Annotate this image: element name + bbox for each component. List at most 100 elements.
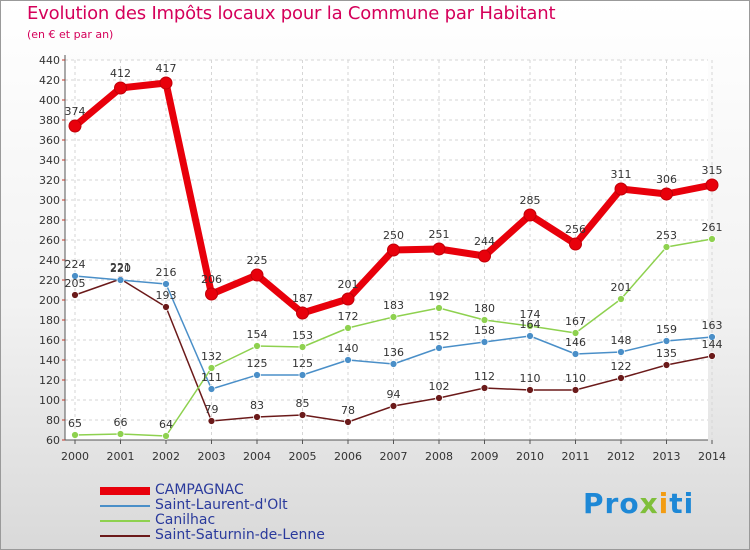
y-tick-label: 160 xyxy=(39,334,60,347)
y-tick-label: 380 xyxy=(39,114,60,127)
data-point xyxy=(389,313,398,321)
legend-label: Saint-Saturnin-de-Lenne xyxy=(155,527,325,543)
data-label: 253 xyxy=(656,229,677,242)
data-label: 112 xyxy=(474,370,495,383)
data-label: 64 xyxy=(159,418,173,431)
data-label: 153 xyxy=(292,329,313,342)
data-point xyxy=(71,272,79,280)
page-subtitle: (en € et par an) xyxy=(27,28,114,41)
data-point xyxy=(569,237,582,251)
legend-swatch-canilhac xyxy=(100,520,150,522)
data-point xyxy=(298,343,307,351)
data-label: 193 xyxy=(156,289,177,302)
data-label: 158 xyxy=(474,324,495,337)
data-point xyxy=(162,303,170,311)
data-label: 125 xyxy=(247,357,268,370)
data-point xyxy=(298,411,307,419)
data-label: 174 xyxy=(520,308,541,321)
y-tick-label: 220 xyxy=(39,274,60,287)
data-point xyxy=(344,324,352,332)
data-label: 140 xyxy=(338,342,359,355)
data-label: 167 xyxy=(565,315,586,328)
data-label: 132 xyxy=(201,350,222,363)
data-label: 66 xyxy=(114,416,128,429)
data-point xyxy=(116,430,125,438)
data-label: 94 xyxy=(387,388,401,401)
legend-swatch-saint-saturnin xyxy=(100,535,150,537)
data-label: 256 xyxy=(565,223,586,236)
data-point xyxy=(571,386,580,394)
data-point xyxy=(205,287,218,301)
y-tick-label: 100 xyxy=(39,394,60,407)
data-point xyxy=(523,208,537,222)
data-label: 244 xyxy=(474,235,495,248)
data-point xyxy=(387,243,400,257)
data-point xyxy=(617,348,625,356)
data-point xyxy=(708,352,716,360)
data-point xyxy=(571,350,580,358)
y-tick-label: 120 xyxy=(39,374,60,387)
data-label: 111 xyxy=(201,371,222,384)
data-point xyxy=(435,304,443,312)
x-tick-label: 2002 xyxy=(152,450,180,463)
data-point xyxy=(480,384,489,392)
data-point xyxy=(526,386,534,394)
x-tick-label: 2007 xyxy=(380,450,408,463)
data-point xyxy=(480,316,489,324)
y-tick-label: 440 xyxy=(39,54,60,67)
axes: 60 80 100 120 140 160 180 200 220 240 260 280 300 320… xyxy=(39,54,726,463)
x-tick-label: 2008 xyxy=(425,450,453,463)
data-point xyxy=(526,332,534,340)
data-label: 206 xyxy=(201,273,222,286)
y-tick-label: 80 xyxy=(46,414,60,427)
data-point xyxy=(435,394,443,402)
legend-swatch-campagnac xyxy=(100,487,150,495)
x-tick-label: 2006 xyxy=(334,450,362,463)
data-label: 110 xyxy=(565,372,586,385)
legend-label: CAMPAGNAC xyxy=(155,482,244,498)
legend-label: Canilhac xyxy=(155,512,216,528)
data-point xyxy=(116,276,125,284)
legend-item-canilhac: Canilhac xyxy=(100,512,400,528)
plot-area xyxy=(65,60,708,440)
y-tick-label: 360 xyxy=(39,134,60,147)
data-label: 154 xyxy=(247,328,268,341)
data-label: 152 xyxy=(429,330,450,343)
data-point xyxy=(435,344,443,352)
data-label: 148 xyxy=(611,334,632,347)
x-tick-label: 2009 xyxy=(471,450,499,463)
y-tick-label: 280 xyxy=(39,214,60,227)
x-tick-label: 2001 xyxy=(107,450,135,463)
data-label: 159 xyxy=(656,323,677,336)
legend-item-saint-laurent: Saint-Laurent-d'Olt xyxy=(100,497,400,513)
data-label: 285 xyxy=(520,194,541,207)
y-tick-label: 200 xyxy=(39,294,60,307)
data-label: 183 xyxy=(383,299,404,312)
data-point xyxy=(432,242,446,256)
data-labels: 374 412 417 206 225 187 201 250 251 244 285 256 311 3… xyxy=(65,62,723,431)
data-label: 85 xyxy=(296,397,310,410)
y-tick-label: 300 xyxy=(39,194,60,207)
data-label: 136 xyxy=(383,346,404,359)
data-label: 180 xyxy=(474,302,495,315)
x-tick-label: 2014 xyxy=(698,450,726,463)
data-point xyxy=(68,119,82,133)
data-point xyxy=(207,364,216,372)
data-point xyxy=(253,413,261,421)
legend-item-campagnac: CAMPAGNAC xyxy=(100,482,400,498)
data-label: 205 xyxy=(65,277,86,290)
data-label: 216 xyxy=(156,266,177,279)
proxiti-logo: Proxiti xyxy=(583,487,695,520)
data-label: 125 xyxy=(292,357,313,370)
data-point xyxy=(296,306,309,320)
data-label: 417 xyxy=(156,62,177,75)
data-label: 315 xyxy=(702,164,723,177)
data-label: 122 xyxy=(611,360,632,373)
x-tick-label: 2013 xyxy=(653,450,681,463)
x-tick-label: 2011 xyxy=(562,450,590,463)
data-label: 225 xyxy=(247,254,268,267)
data-label: 79 xyxy=(205,403,219,416)
legend-swatch-saint-laurent xyxy=(100,505,150,507)
data-label: 221 xyxy=(110,261,131,274)
